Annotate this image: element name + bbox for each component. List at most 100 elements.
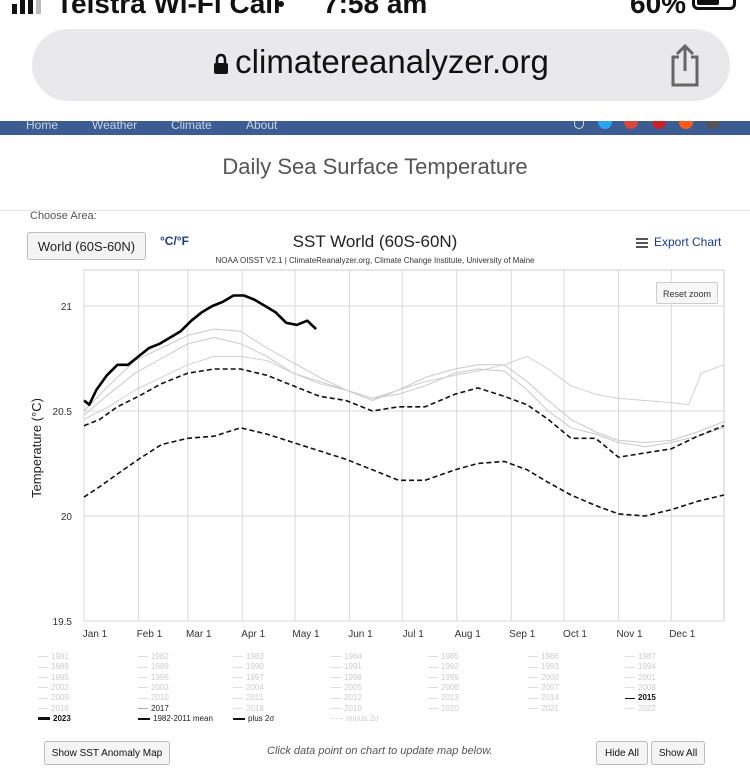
chart-title: SST World (60S-60N) <box>292 232 458 251</box>
nav-climate[interactable]: Climate <box>171 121 212 132</box>
legend-label: 1991 <box>344 662 362 672</box>
legend-item-2001[interactable]: 2001 <box>625 673 656 682</box>
legend-item-1987[interactable]: 1987 <box>625 652 656 661</box>
legend-item-1995[interactable]: 1995 <box>38 673 69 682</box>
series-line-2016[interactable] <box>83 328 725 443</box>
twitter-icon[interactable] <box>598 121 612 129</box>
legend-item-2012[interactable]: 2012 <box>331 693 362 702</box>
series-line-2023[interactable] <box>83 294 317 406</box>
battery-percent: 60% <box>630 0 687 18</box>
legend-item-1999[interactable]: 1999 <box>428 673 459 682</box>
legend-label: 1985 <box>441 652 459 661</box>
show-anomaly-map-button[interactable]: Show SST Anomaly Map <box>44 741 170 765</box>
legend-item-minus-2-[interactable]: minus 2σ <box>331 714 379 723</box>
legend-label: 1992 <box>441 662 459 672</box>
legend-item-2008[interactable]: 2008 <box>625 683 656 692</box>
legend-item-2021[interactable]: 2021 <box>528 704 559 713</box>
legend-item-1990[interactable]: 1990 <box>233 662 264 671</box>
x-tick-label: Jul 1 <box>403 629 425 640</box>
legend-item-1998[interactable]: 1998 <box>331 673 362 682</box>
wifi-icon <box>274 0 288 7</box>
plot-border <box>83 269 725 622</box>
legend-label: 2010 <box>151 693 169 703</box>
legend-label: 2004 <box>246 682 264 692</box>
legend-item-1988[interactable]: 1988 <box>38 662 69 671</box>
axis-ticks: 19.5 20 20.5 21 Jan 1 Feb 1 Mar 1 Apr 1 May 1 Jun… <box>53 302 696 640</box>
legend-item-2010[interactable]: 2010 <box>138 693 169 702</box>
export-chart-label: Export Chart <box>654 235 722 249</box>
legend-item-2011[interactable]: 2011 <box>233 693 263 702</box>
legend-label: 2015 <box>638 693 656 703</box>
legend-item-2022[interactable]: 2022 <box>625 704 656 713</box>
series-line-1982-2011-mean[interactable] <box>83 368 725 458</box>
nav-about[interactable]: About <box>246 121 278 132</box>
legend-item-2017[interactable]: 2017 <box>138 704 169 713</box>
legend-item-2019[interactable]: 2019 <box>331 704 362 713</box>
legend-item-1983[interactable]: 1983 <box>233 652 264 661</box>
grid <box>83 269 725 622</box>
legend-item-1993[interactable]: 1993 <box>528 662 559 671</box>
legend-label: 1982 <box>151 652 169 661</box>
legend-item-1992[interactable]: 1992 <box>428 662 459 671</box>
reddit-icon[interactable] <box>679 121 693 129</box>
legend-item-2006[interactable]: 2006 <box>428 683 459 692</box>
legend-item-1996[interactable]: 1996 <box>138 673 169 682</box>
legend-item-2016[interactable]: 2016 <box>38 704 69 713</box>
google-plus-icon[interactable] <box>624 121 638 129</box>
pinterest-icon[interactable] <box>652 121 666 129</box>
area-select[interactable]: World (60S-60N) <box>27 232 146 260</box>
chart-subtitle: NOAA OISST V2.1 | ClimateReanalyzer.org,… <box>215 256 535 265</box>
export-chart-button[interactable]: Export Chart <box>636 235 721 249</box>
legend-item-2014[interactable]: 2014 <box>528 693 559 702</box>
y-axis-label: Temperature (°C) <box>29 398 44 498</box>
share-icon[interactable] <box>668 43 702 87</box>
x-tick-label: May 1 <box>292 629 320 640</box>
legend-label: 1994 <box>638 662 656 672</box>
legend-item-1991[interactable]: 1991 <box>331 662 362 671</box>
legend-item-2000[interactable]: 2000 <box>528 673 559 682</box>
series-layer[interactable] <box>83 294 725 517</box>
legend-label: 1984 <box>344 652 362 661</box>
show-all-button[interactable]: Show All <box>651 741 705 765</box>
legend-item-1982[interactable]: 1982 <box>138 652 169 661</box>
legend-label: 2001 <box>638 672 656 682</box>
legend-label: 1998 <box>344 672 362 682</box>
x-tick-label: Apr 1 <box>241 629 265 640</box>
nav-weather[interactable]: Weather <box>92 121 138 132</box>
legend-item-1981[interactable]: 1981 <box>38 652 69 661</box>
legend-item-2023[interactable]: 2023 <box>38 714 71 723</box>
legend-item-plus-2-[interactable]: plus 2σ <box>233 714 274 723</box>
legend-item-2005[interactable]: 2005 <box>331 683 362 692</box>
legend-item-2004[interactable]: 2004 <box>233 683 264 692</box>
legend-item-1982-2011-mean[interactable]: 1982-2011 mean <box>138 714 213 723</box>
legend-label: 1996 <box>151 672 169 682</box>
legend-item-2013[interactable]: 2013 <box>428 693 459 702</box>
x-tick-label: Nov 1 <box>616 629 643 640</box>
address-bar[interactable]: climatereanalyzer.org <box>32 29 730 101</box>
hide-all-button[interactable]: Hide All <box>596 741 648 765</box>
signal-icon <box>12 0 41 14</box>
legend-item-1984[interactable]: 1984 <box>331 652 362 661</box>
legend-item-2020[interactable]: 2020 <box>428 704 459 713</box>
legend-item-2015[interactable]: 2015 <box>625 693 656 702</box>
wordpress-icon[interactable] <box>706 121 720 129</box>
series-line-2015[interactable] <box>83 355 725 420</box>
clock: 7:58 am <box>323 0 428 18</box>
legend-item-2018[interactable]: 2018 <box>233 704 264 713</box>
series-line-2017[interactable] <box>83 337 725 448</box>
legend-item-2002[interactable]: 2002 <box>38 683 69 692</box>
reset-zoom-button[interactable]: Reset zoom <box>656 282 718 304</box>
unit-toggle[interactable]: °C/°F <box>160 234 189 248</box>
legend-item-2003[interactable]: 2003 <box>138 683 169 692</box>
facebook-icon[interactable] <box>574 121 584 129</box>
legend-item-1997[interactable]: 1997 <box>233 673 264 682</box>
legend-item-1989[interactable]: 1989 <box>138 662 169 671</box>
nav-home[interactable]: Home <box>26 121 59 132</box>
legend-item-1994[interactable]: 1994 <box>625 662 656 671</box>
legend-label: 2003 <box>151 682 169 692</box>
legend-item-2007[interactable]: 2007 <box>528 683 559 692</box>
legend-item-2009[interactable]: 2009 <box>38 693 69 702</box>
legend-item-1985[interactable]: 1985 <box>428 652 459 661</box>
legend-item-1986[interactable]: 1986 <box>528 652 559 661</box>
